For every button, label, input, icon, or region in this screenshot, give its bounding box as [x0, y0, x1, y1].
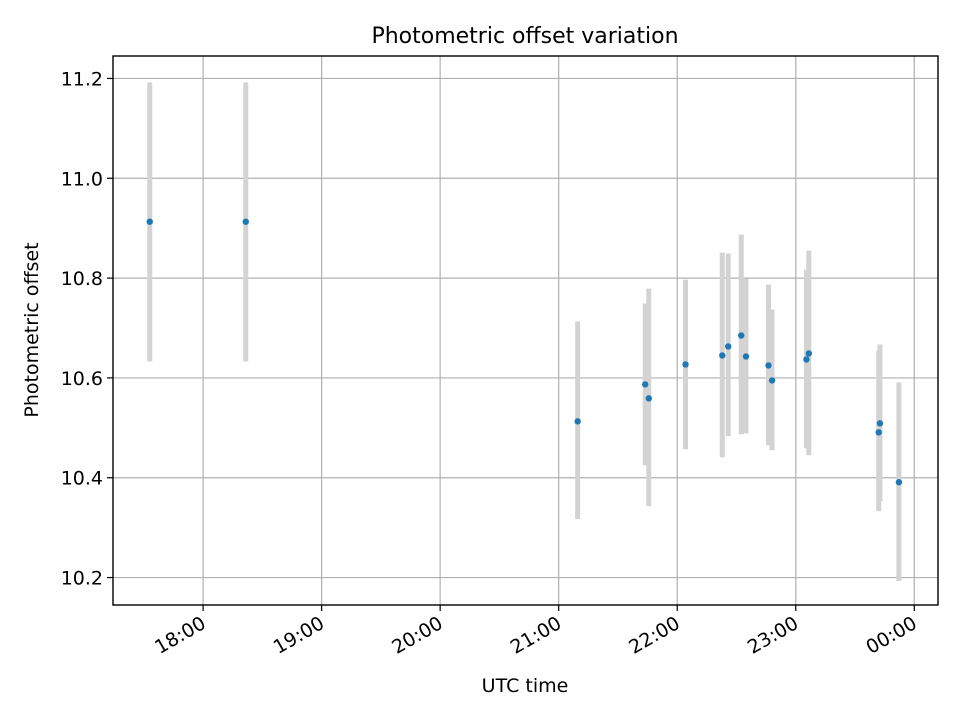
data-point	[803, 356, 810, 363]
plot-frame	[112, 55, 939, 606]
data-point	[645, 395, 652, 402]
y-tick-label: 11.0	[61, 168, 103, 190]
y-tick-label: 11.2	[61, 68, 103, 90]
grid	[113, 56, 938, 605]
data-point	[719, 352, 726, 359]
data-point	[895, 479, 903, 486]
y-tick-label: 10.4	[61, 468, 103, 490]
x-axis-label: UTC time	[482, 675, 569, 697]
y-axis-ticks: 10.2 10.4 10.6 10.8 11.0 11.2	[61, 68, 113, 590]
data-point	[768, 377, 776, 384]
data-point	[724, 343, 732, 350]
chart-title: Photometric offset variation	[371, 24, 678, 49]
data-point	[738, 332, 745, 339]
y-tick-label: 10.8	[61, 268, 103, 290]
y-tick-label: 10.2	[61, 568, 103, 590]
y-tick-label: 10.6	[61, 368, 103, 390]
data-point	[146, 218, 153, 225]
data-point	[805, 350, 812, 357]
data-point	[682, 361, 689, 368]
data-point	[765, 362, 772, 369]
data-point	[642, 381, 649, 388]
data-point	[242, 218, 249, 225]
data-point	[574, 418, 581, 425]
data-point	[875, 429, 882, 436]
data-point	[742, 353, 750, 360]
data-points	[146, 218, 903, 486]
data-point	[876, 420, 884, 427]
y-axis-label: Photometric offset	[21, 242, 43, 417]
